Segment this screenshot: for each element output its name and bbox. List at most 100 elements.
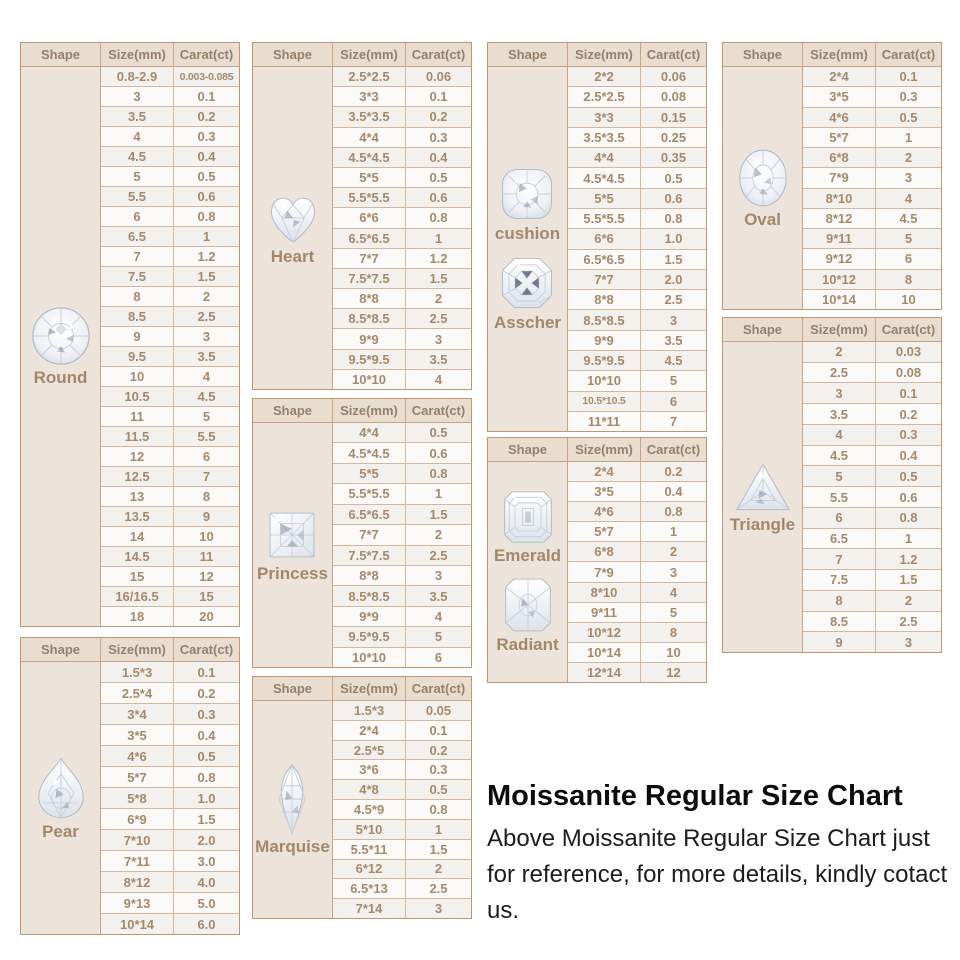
carat-cell: 3 <box>669 312 678 328</box>
table-row: 6*12 2 <box>333 859 471 880</box>
size-cell: 1.5*3 <box>333 701 406 720</box>
table-row: 6.5*6.5 1 <box>333 228 471 249</box>
table-row: 4*6 0.8 <box>568 502 706 523</box>
carat-cell: 1.5 <box>664 251 683 267</box>
size-cell: 7*11 <box>101 851 174 871</box>
size-cell: 6*12 <box>333 859 406 879</box>
carat-cell: 8 <box>669 624 678 640</box>
carat-column-header: Carat(ct) <box>646 442 701 457</box>
carat-cell: 0.1 <box>197 89 216 104</box>
size-cell: 2.5*5 <box>333 740 406 760</box>
size-cell: 8*12 <box>101 872 174 892</box>
table-row: 4.5*4.5 0.5 <box>568 168 706 189</box>
table-row: 10*14 10 <box>568 642 706 663</box>
size-column-header: Size(mm) <box>803 318 876 341</box>
size-column-header: Size(mm) <box>333 43 406 66</box>
table-row: 5*5 0.6 <box>568 188 706 209</box>
table-row: 4.5*4.5 0.4 <box>333 147 471 168</box>
table-row: 5.5 0.6 <box>803 487 941 508</box>
table-row: 7*11 3.0 <box>101 851 239 872</box>
shape-column-header: Shape <box>488 438 568 461</box>
carat-cell: 0.35 <box>660 150 687 166</box>
carat-cell: 2.5 <box>899 613 918 629</box>
size-cell: 10*10 <box>333 369 406 389</box>
shape-label: Emerald <box>493 546 562 565</box>
carat-cell: 0.8 <box>429 210 448 226</box>
carat-cell: 0.6 <box>429 190 448 206</box>
table-row: 0.8-2.9 0.003-0.085 <box>101 67 239 87</box>
table-row: 2.5 0.08 <box>803 362 941 384</box>
table-row: 2.5*4 0.2 <box>101 683 239 704</box>
carat-cell: 0.3 <box>429 129 448 145</box>
carat-cell: 0.8 <box>429 801 448 817</box>
carat-cell: 0.06 <box>425 69 452 85</box>
size-cell: 4.5*4.5 <box>333 147 406 167</box>
carat-cell: 3 <box>434 331 443 347</box>
table-row: 5 0.5 <box>803 466 941 488</box>
table-row: 3.5*3.5 0.2 <box>333 107 471 128</box>
size-cell: 3*6 <box>333 760 406 780</box>
table-row: 3.5 0.2 <box>803 404 941 425</box>
size-column-header: Size(mm) <box>568 43 641 66</box>
carat-cell: 0.1 <box>429 89 448 105</box>
size-cell: 5 <box>101 167 174 186</box>
size-rows: 2*4 0.2 3*5 0.4 4*6 0.8 5*7 1 6*8 2 7*9 3 8*10 4 9*11 5… <box>568 462 706 683</box>
size-cell: 9.5*9.5 <box>333 349 406 369</box>
size-cell: 10*14 <box>568 642 641 662</box>
table-row: 6.5 1 <box>101 227 239 247</box>
size-cell: 3*5 <box>101 725 174 745</box>
table-row: 12 6 <box>101 447 239 467</box>
size-cell: 5*7 <box>803 127 876 147</box>
carat-cell: 0.5 <box>429 425 448 441</box>
size-cell: 7.5*7.5 <box>333 268 406 289</box>
size-cell: 5*7 <box>568 522 641 542</box>
chart-title: Moissanite Regular Size Chart <box>487 780 903 812</box>
pear-gem-icon <box>37 756 84 818</box>
carat-cell: 4 <box>904 190 913 206</box>
size-cell: 8.5*8.5 <box>568 310 641 330</box>
size-cell: 1.5*3 <box>101 662 174 682</box>
size-cell: 12 <box>101 447 174 466</box>
carat-cell: 2 <box>669 544 678 560</box>
table-row: 5*8 1.0 <box>101 788 239 809</box>
size-cell: 4*4 <box>568 148 641 168</box>
carat-cell: 0.2 <box>429 742 448 758</box>
carat-cell: 0.5 <box>197 748 216 764</box>
round-gem-icon <box>31 307 90 365</box>
table-row: 4.5*4.5 0.6 <box>333 443 471 464</box>
size-cell: 8 <box>803 590 876 611</box>
table-row: 6.5*6.5 1.5 <box>333 504 471 526</box>
table-row: 9*11 5 <box>568 602 706 623</box>
asscher-gem-icon <box>502 258 553 308</box>
table-row: 8*12 4.0 <box>101 872 239 893</box>
table-row: 2.5*5 0.2 <box>333 740 471 761</box>
size-cell: 7.5*7.5 <box>333 545 406 565</box>
table-row: 16/16.5 15 <box>101 587 239 607</box>
carat-cell: 3 <box>904 634 913 650</box>
table-row: 3 0.1 <box>101 87 239 107</box>
carat-cell: 2 <box>904 150 913 166</box>
table-row: 8*10 4 <box>568 582 706 603</box>
size-cell: 8.5*8.5 <box>333 586 406 606</box>
carat-cell: 0.3 <box>429 762 448 778</box>
table-row: 6 0.8 <box>101 207 239 227</box>
table-header-row: Shape Size(mm) Carat(ct) <box>21 43 239 67</box>
carat-cell: 6.0 <box>197 916 216 932</box>
size-cell: 4.5*4.5 <box>568 168 641 188</box>
size-cell: 2*4 <box>803 67 876 87</box>
size-cell: 6.5 <box>101 227 174 246</box>
size-cell: 10 <box>101 367 174 386</box>
size-cell: 4*8 <box>333 780 406 800</box>
carat-cell: 1 <box>669 524 678 540</box>
size-cell: 8.5 <box>803 611 876 632</box>
size-rows: 4*4 0.5 4.5*4.5 0.6 5*5 0.8 5.5*5.5 1 6.5*6.5 1.5… <box>333 423 471 668</box>
table-row: 3 0.1 <box>803 383 941 405</box>
table-row: 12.5 7 <box>101 467 239 487</box>
marquise-size-table: Shape Size(mm) Carat(ct) <box>252 676 472 919</box>
table-row: 9*9 3 <box>333 329 471 350</box>
size-cell: 3.5 <box>803 404 876 424</box>
carat-cell: 0.08 <box>660 89 687 105</box>
table-row: 5*7 1 <box>568 522 706 543</box>
